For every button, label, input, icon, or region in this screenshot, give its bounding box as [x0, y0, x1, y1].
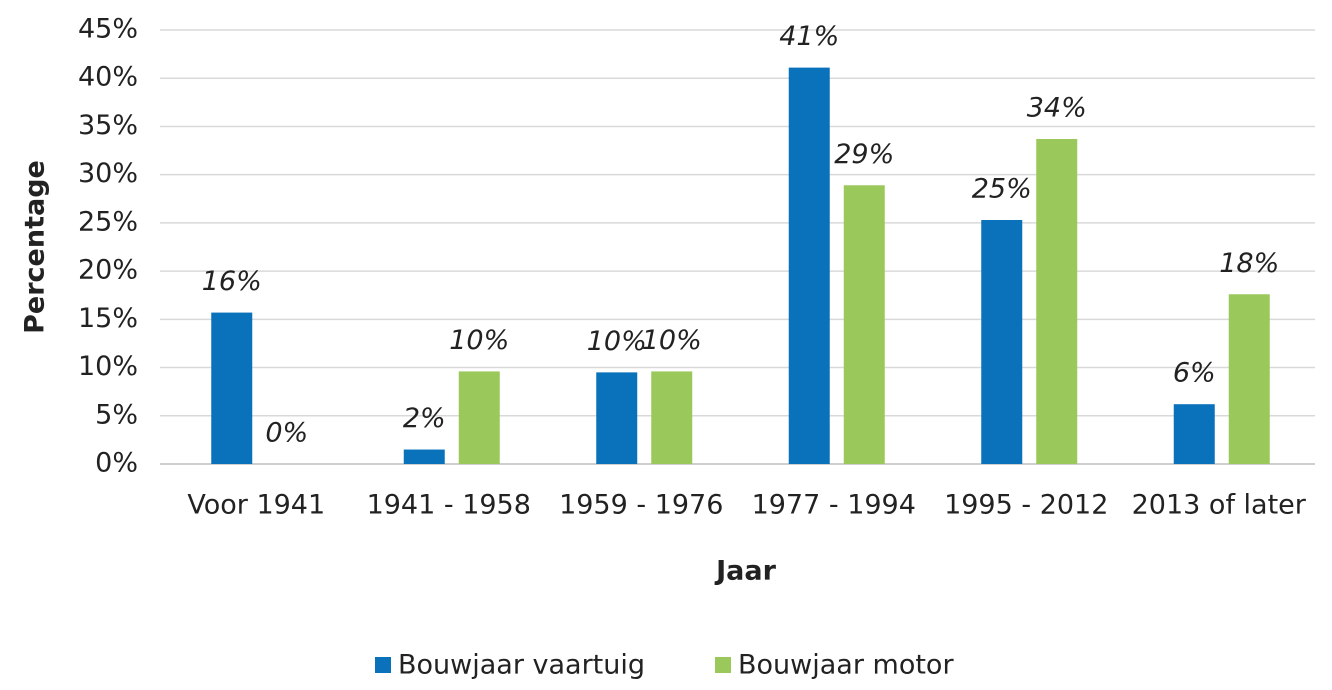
bar	[1036, 138, 1078, 464]
legend-swatch	[715, 657, 731, 673]
data-label: 10%	[587, 326, 647, 357]
y-tick-label: 25%	[78, 206, 138, 237]
bar	[403, 449, 445, 464]
y-tick-label: 5%	[95, 399, 138, 430]
data-label: 25%	[972, 173, 1032, 204]
bar	[211, 312, 253, 464]
bar	[1173, 404, 1215, 464]
y-tick-label: 45%	[78, 14, 138, 45]
bar	[651, 371, 693, 464]
legend-label: Bouwjaar motor	[738, 650, 954, 681]
bar	[458, 371, 500, 464]
y-tick-label: 20%	[78, 255, 138, 286]
data-label: 18%	[1219, 248, 1279, 279]
bar	[1228, 294, 1270, 464]
data-label: 6%	[1173, 358, 1216, 389]
data-label: 29%	[834, 139, 894, 170]
y-tick-label: 10%	[78, 351, 138, 382]
legend-swatch	[375, 657, 391, 673]
x-tick-label: 1995 - 2012	[944, 490, 1108, 521]
x-tick-label: Voor 1941	[187, 490, 325, 521]
y-tick-label: 35%	[78, 110, 138, 141]
bar	[843, 185, 885, 464]
data-label: 10%	[642, 325, 702, 356]
x-tick-label: 1977 - 1994	[752, 490, 916, 521]
x-tick-label: 1941 - 1958	[367, 490, 531, 521]
y-axis-title: Percentage	[20, 160, 51, 334]
bar	[596, 372, 638, 464]
x-tick-label: 1959 - 1976	[559, 490, 723, 521]
legend-label: Bouwjaar vaartuig	[398, 650, 645, 681]
data-label: 34%	[1027, 92, 1087, 123]
y-tick-label: 15%	[78, 303, 138, 334]
data-label: 41%	[779, 21, 839, 52]
data-label: 10%	[449, 325, 509, 356]
y-tick-label: 30%	[78, 158, 138, 189]
bar	[788, 67, 830, 464]
data-label: 16%	[202, 266, 262, 297]
x-axis-title: Jaar	[714, 556, 776, 587]
data-label: 2%	[403, 403, 446, 434]
y-tick-label: 40%	[78, 62, 138, 93]
bar	[981, 219, 1023, 464]
data-label: 0%	[265, 418, 308, 449]
x-tick-label: 2013 of later	[1132, 490, 1307, 521]
y-tick-label: 0%	[95, 448, 138, 479]
